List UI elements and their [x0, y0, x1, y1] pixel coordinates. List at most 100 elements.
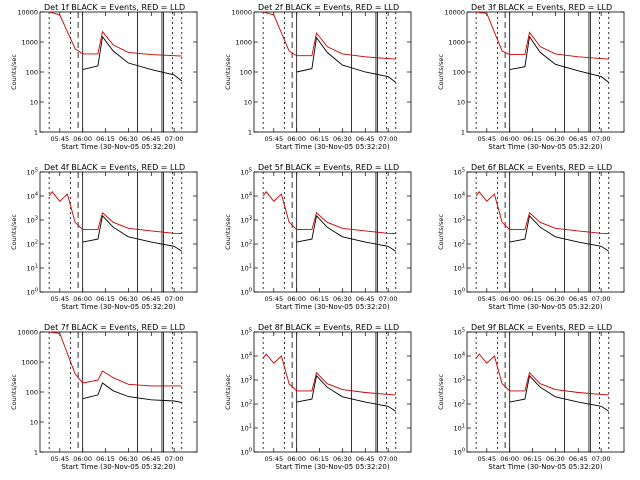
y-tick-label: 101: [454, 424, 465, 433]
series-lld-line: [49, 332, 182, 387]
x-tick-label: 07:00: [592, 455, 611, 463]
chart-title: Det 1f BLACK = Events, RED = LLD: [44, 3, 185, 12]
series-lld-line: [262, 191, 396, 235]
y-tick-label: 10000: [444, 9, 465, 17]
x-tick-label: 06:00: [500, 135, 519, 143]
y-tick-label: 1: [248, 129, 252, 137]
x-tick-label: 06:45: [569, 295, 588, 303]
y-tick-label: 103: [454, 376, 465, 385]
series-lld-line: [476, 12, 609, 60]
y-axis-label: Counts/sec: [437, 214, 445, 250]
x-tick-label: 06:45: [142, 455, 161, 463]
x-axis-label: Start Time (30-Nov-05 05:32:20): [61, 143, 175, 151]
series-lld-line: [48, 191, 182, 235]
y-axis-label: Counts/sec: [10, 374, 18, 410]
x-tick-label: 06:15: [310, 455, 329, 463]
x-axis-label: Start Time (30-Nov-05 05:32:20): [488, 463, 602, 471]
x-axis-label: Start Time (30-Nov-05 05:32:20): [275, 463, 389, 471]
y-tick-label: 100: [240, 69, 252, 77]
chart-panel-6: Det 6f BLACK = Events, RED = LLD 100 101 10…: [437, 163, 625, 311]
x-tick-label: 06:45: [569, 135, 588, 143]
chart-title: Det 9f BLACK = Events, RED = LLD: [471, 323, 612, 332]
plot-frame: [466, 11, 625, 133]
x-tick-label: 06:15: [310, 135, 329, 143]
y-tick-label: 104: [241, 352, 252, 361]
y-tick-label: 105: [454, 168, 465, 177]
chart-title: Det 2f BLACK = Events, RED = LLD: [258, 3, 399, 12]
y-tick-label: 100: [26, 389, 38, 397]
x-tick-label: 06:30: [119, 135, 138, 143]
y-tick-label: 104: [241, 192, 252, 201]
x-tick-label: 06:15: [523, 455, 542, 463]
y-tick-label: 1000: [21, 359, 38, 367]
y-tick-label: 10: [244, 99, 252, 107]
y-tick-label: 1: [34, 129, 38, 137]
series-lld-line: [48, 12, 182, 57]
y-tick-label: 103: [454, 216, 465, 225]
y-tick-label: 10: [30, 419, 38, 427]
y-tick-label: 105: [241, 328, 252, 337]
plot-frame: [466, 171, 625, 293]
y-tick-label: 104: [27, 192, 38, 201]
x-tick-label: 06:00: [73, 455, 92, 463]
x-tick-label: 07:00: [165, 295, 184, 303]
y-tick-label: 100: [454, 448, 465, 457]
y-tick-label: 1000: [21, 39, 38, 47]
x-tick-label: 05:45: [264, 455, 283, 463]
y-tick-label: 101: [454, 264, 465, 273]
x-tick-label: 05:45: [477, 455, 496, 463]
x-tick-label: 05:45: [50, 135, 69, 143]
x-tick-label: 06:15: [96, 295, 115, 303]
chart-panel-9: Det 9f BLACK = Events, RED = LLD 100 101 10…: [437, 323, 625, 471]
x-tick-label: 06:30: [546, 455, 565, 463]
y-tick-label: 10: [30, 99, 38, 107]
y-tick-label: 1000: [448, 39, 465, 47]
x-tick-label: 06:00: [287, 455, 306, 463]
y-tick-label: 103: [27, 216, 38, 225]
x-tick-label: 05:45: [50, 295, 69, 303]
y-tick-label: 10000: [17, 9, 38, 17]
chart-title: Det 5f BLACK = Events, RED = LLD: [258, 163, 399, 172]
x-tick-label: 06:00: [287, 135, 306, 143]
x-axis-label: Start Time (30-Nov-05 05:32:20): [275, 303, 389, 311]
series-events-line: [82, 214, 183, 252]
chart-panel-1: Det 1f BLACK = Events, RED = LLD 1 10 100 10…: [10, 3, 198, 151]
chart-panel-5: Det 5f BLACK = Events, RED = LLD 100 101 10…: [224, 163, 412, 311]
y-tick-label: 102: [241, 400, 252, 409]
y-axis-label: Counts/sec: [437, 54, 445, 90]
plot-frame: [253, 11, 412, 133]
y-axis-label: Counts/sec: [10, 214, 18, 250]
x-tick-label: 07:00: [379, 455, 398, 463]
y-tick-label: 100: [453, 69, 465, 77]
y-tick-label: 10000: [231, 9, 252, 17]
series-events-line: [509, 214, 610, 252]
x-tick-label: 06:30: [333, 455, 352, 463]
x-tick-label: 06:15: [310, 295, 329, 303]
y-axis-label: Counts/sec: [224, 214, 232, 250]
y-tick-label: 101: [241, 424, 252, 433]
chart-title: Det 7f BLACK = Events, RED = LLD: [44, 323, 185, 332]
y-tick-label: 1000: [235, 39, 252, 47]
y-tick-label: 101: [27, 264, 38, 273]
x-tick-label: 05:45: [264, 295, 283, 303]
plot-frame: [466, 331, 625, 453]
series-events-line: [296, 214, 397, 252]
chart-panel-3: Det 3f BLACK = Events, RED = LLD 1 10 100 10…: [437, 3, 625, 151]
x-tick-label: 05:45: [264, 135, 283, 143]
series-events-line: [82, 35, 183, 82]
x-tick-label: 06:00: [73, 135, 92, 143]
y-tick-label: 103: [241, 216, 252, 225]
x-tick-label: 06:30: [119, 295, 138, 303]
chart-panel-7: Det 7f BLACK = Events, RED = LLD 1 10 100 10…: [10, 323, 198, 471]
chart-title: Det 3f BLACK = Events, RED = LLD: [471, 3, 612, 12]
x-tick-label: 05:45: [477, 295, 496, 303]
x-tick-label: 05:45: [477, 135, 496, 143]
y-tick-label: 101: [241, 264, 252, 273]
x-tick-label: 06:45: [569, 455, 588, 463]
x-axis-label: Start Time (30-Nov-05 05:32:20): [275, 143, 389, 151]
y-tick-label: 102: [27, 240, 38, 249]
series-events-line: [296, 36, 397, 83]
x-tick-label: 06:15: [523, 135, 542, 143]
chart-panel-2: Det 2f BLACK = Events, RED = LLD 1 10 100 10…: [224, 3, 412, 151]
